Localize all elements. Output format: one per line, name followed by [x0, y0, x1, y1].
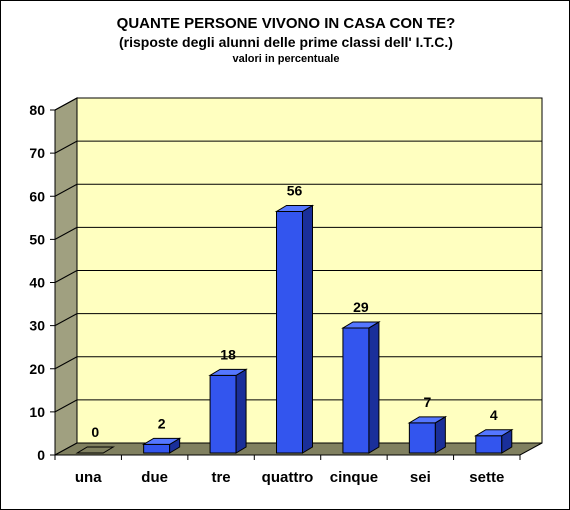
bar-cinque — [341, 321, 381, 454]
bar-side — [368, 321, 380, 454]
gridline-side — [54, 356, 78, 370]
data-label-una: 0 — [91, 424, 99, 440]
bar-front — [342, 327, 370, 454]
gridline-side — [54, 140, 78, 154]
bar-front — [276, 211, 303, 454]
x-tick-label-due: due — [141, 469, 168, 486]
chart-subtitle: (risposte degli alunni delle prime class… — [119, 34, 453, 50]
bar-top — [407, 416, 448, 424]
bar-sei — [407, 415, 448, 454]
x-tick-label-quattro: quattro — [262, 469, 314, 486]
bar-front — [209, 374, 237, 454]
bar-due — [141, 437, 182, 454]
x-tick-label-una: una — [75, 469, 102, 486]
bar-front — [408, 422, 436, 454]
data-label-quattro: 56 — [287, 183, 303, 199]
y-tick-label: 40 — [29, 275, 45, 291]
bar-top — [274, 205, 315, 212]
gridline-side — [54, 183, 78, 197]
y-tick-label: 20 — [29, 361, 45, 377]
y-tick-label: 0 — [37, 447, 45, 463]
x-tick-label-sei: sei — [410, 469, 431, 486]
bar-top — [141, 437, 182, 445]
gridline-side — [54, 226, 78, 240]
y-tick-label: 70 — [29, 145, 45, 161]
bar-quattro — [274, 204, 315, 454]
y-tick-label: 10 — [29, 404, 45, 420]
gridline-side — [54, 97, 78, 111]
bar-top — [473, 429, 514, 437]
bar-sette — [473, 428, 514, 454]
gridline-side — [54, 270, 78, 283]
bar-una — [75, 446, 116, 454]
chart-title: QUANTE PERSONE VIVONO IN CASA CON TE? — [116, 15, 456, 32]
bar-top — [75, 446, 116, 454]
bar-side — [302, 204, 313, 454]
x-tick-label-tre: tre — [211, 469, 230, 486]
y-tick-label: 80 — [29, 102, 45, 118]
bar-tre — [208, 368, 248, 454]
data-label-sei: 7 — [423, 394, 431, 410]
data-label-due: 2 — [158, 415, 166, 431]
data-label-sette: 4 — [490, 407, 498, 423]
gridline-side — [54, 313, 78, 327]
x-tick-label-cinque: cinque — [330, 469, 378, 486]
bar-front — [475, 435, 503, 454]
data-label-cinque: 29 — [353, 299, 369, 315]
y-tick-label: 30 — [29, 318, 45, 334]
bar-top — [208, 368, 248, 376]
x-tick-label-sette: sette — [469, 469, 504, 486]
data-label-tre: 18 — [220, 346, 236, 362]
gridline-side — [54, 399, 78, 413]
y-tick-label: 60 — [29, 188, 45, 204]
bar-front — [143, 443, 171, 454]
bar-top — [341, 321, 381, 329]
bar-side — [235, 368, 247, 454]
y-tick-label: 50 — [29, 231, 45, 247]
chart-note: valori in percentuale — [232, 53, 340, 65]
